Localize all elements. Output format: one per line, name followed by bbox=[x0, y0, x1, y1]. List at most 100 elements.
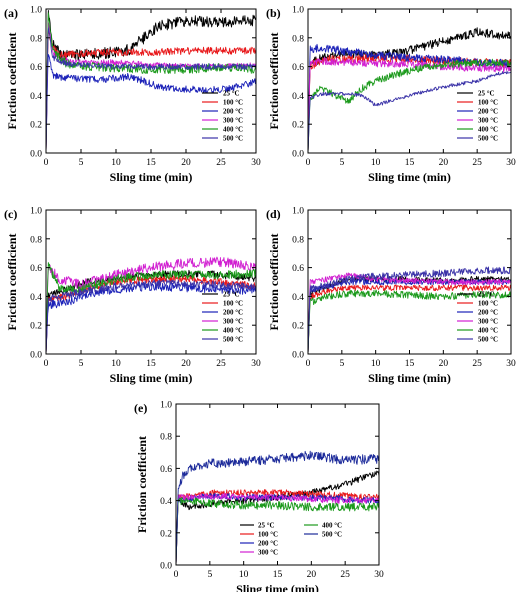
x-tick-label: 25 bbox=[340, 570, 350, 580]
legend-label: 300 °C bbox=[223, 117, 243, 125]
x-tick-label: 0 bbox=[306, 359, 311, 369]
x-tick-label: 30 bbox=[506, 359, 516, 369]
chart-panel-d: 0 5 10 15 20 25 30 0.0 0.2 0.4 0.6 0.8 1.0 Sling time… bbox=[266, 207, 516, 386]
series-line-400c bbox=[308, 289, 511, 354]
y-tick-label: 0.8 bbox=[292, 235, 304, 245]
series-line-300c bbox=[308, 272, 511, 354]
y-tick-label: 0.4 bbox=[30, 293, 42, 303]
y-axis-label: Friction coefficient bbox=[267, 234, 281, 331]
y-tick-label: 0.8 bbox=[30, 34, 42, 44]
legend-label: 300 °C bbox=[223, 318, 243, 326]
series-line-25c bbox=[46, 10, 256, 153]
y-tick-label: 0.0 bbox=[160, 562, 172, 572]
x-tick-label: 30 bbox=[506, 158, 516, 168]
series-line-300c bbox=[46, 256, 256, 354]
legend-label: 200 °C bbox=[223, 309, 243, 317]
series-line-200c bbox=[176, 492, 379, 565]
x-tick-label: 10 bbox=[111, 158, 121, 168]
x-tick-label: 25 bbox=[472, 158, 482, 168]
legend-label: 400 °C bbox=[478, 327, 498, 335]
series-line-500c bbox=[308, 266, 511, 354]
legend-label: 200 °C bbox=[478, 309, 498, 317]
series-line-300c bbox=[308, 56, 511, 153]
x-tick-label: 15 bbox=[146, 359, 156, 369]
y-tick-label: 0.2 bbox=[30, 322, 42, 332]
series-line-400c bbox=[176, 497, 379, 565]
y-tick-label: 0.4 bbox=[292, 92, 304, 102]
legend-label: 200 °C bbox=[478, 108, 498, 116]
y-tick-label: 0.4 bbox=[160, 497, 172, 507]
y-tick-label: 0.4 bbox=[30, 92, 42, 102]
x-tick-label: 15 bbox=[146, 158, 156, 168]
y-tick-label: 1.0 bbox=[30, 6, 42, 16]
legend-label: 300 °C bbox=[478, 117, 498, 125]
x-tick-label: 0 bbox=[44, 158, 49, 168]
legend-label: 400 °C bbox=[223, 126, 243, 134]
series-group bbox=[308, 266, 511, 354]
x-tick-label: 25 bbox=[472, 359, 482, 369]
x-tick-label: 15 bbox=[273, 570, 283, 580]
legend-label: 100 °C bbox=[478, 300, 498, 308]
y-tick-label: 0.6 bbox=[30, 264, 42, 274]
x-tick-label: 20 bbox=[439, 359, 449, 369]
x-tick-label: 10 bbox=[371, 158, 381, 168]
x-tick-label: 20 bbox=[181, 158, 191, 168]
y-tick-label: 1.0 bbox=[30, 207, 42, 217]
x-tick-label: 30 bbox=[374, 570, 384, 580]
x-tick-label: 0 bbox=[44, 359, 49, 369]
series-line-100c bbox=[176, 489, 379, 565]
y-axis-label: Friction coefficient bbox=[135, 436, 149, 533]
chart-panel-e: 0 5 10 15 20 25 30 0.0 0.2 0.4 0.6 0.8 1.0 Sling time… bbox=[134, 401, 384, 592]
y-axis-label: Friction coefficient bbox=[5, 33, 19, 130]
series-line-100c bbox=[308, 284, 511, 354]
legend-label: 300 °C bbox=[478, 318, 498, 326]
legend-label: 25 °C bbox=[223, 291, 240, 299]
legend-label: 25 °C bbox=[223, 90, 240, 98]
y-tick-label: 0.8 bbox=[30, 235, 42, 245]
legend-label: 100 °C bbox=[478, 99, 498, 107]
y-tick-label: 0.0 bbox=[30, 150, 42, 160]
y-tick-label: 0.8 bbox=[160, 433, 172, 443]
x-tick-label: 20 bbox=[307, 570, 317, 580]
panel-label: (d) bbox=[266, 207, 281, 221]
legend-label: 300 °C bbox=[258, 549, 278, 557]
series-group bbox=[308, 27, 511, 153]
legend-label: 100 °C bbox=[258, 531, 278, 539]
y-tick-label: 0.4 bbox=[292, 293, 304, 303]
x-tick-label: 15 bbox=[405, 158, 415, 168]
chart-panel-b: 0 5 10 15 20 25 30 0.0 0.2 0.4 0.6 0.8 1.0 Sling time… bbox=[266, 6, 516, 185]
x-tick-label: 25 bbox=[216, 158, 226, 168]
panel-label: (a) bbox=[4, 6, 18, 20]
y-tick-label: 0.6 bbox=[30, 63, 42, 73]
x-tick-label: 5 bbox=[339, 158, 344, 168]
x-tick-label: 5 bbox=[207, 570, 212, 580]
x-axis-label: Sling time (min) bbox=[110, 371, 193, 385]
y-tick-label: 0.6 bbox=[292, 63, 304, 73]
legend-label: 500 °C bbox=[478, 336, 498, 344]
series-line-400c bbox=[46, 262, 256, 354]
x-tick-label: 20 bbox=[439, 158, 449, 168]
chart-panel-c: 0 5 10 15 20 25 30 0.0 0.2 0.4 0.6 0.8 1.0 Sling time… bbox=[4, 207, 261, 386]
series-line-200c bbox=[46, 54, 256, 153]
x-axis-label: Sling time (min) bbox=[110, 170, 193, 184]
legend-label: 400 °C bbox=[223, 327, 243, 335]
x-tick-label: 0 bbox=[174, 570, 179, 580]
panel-label: (c) bbox=[4, 207, 17, 221]
legend-label: 500 °C bbox=[322, 531, 342, 539]
legend-label: 200 °C bbox=[223, 108, 243, 116]
y-tick-label: 1.0 bbox=[292, 6, 304, 16]
x-tick-label: 30 bbox=[251, 158, 261, 168]
y-tick-label: 0.0 bbox=[292, 351, 304, 361]
panel-label: (e) bbox=[134, 401, 147, 415]
x-axis-label: Sling time (min) bbox=[368, 371, 451, 385]
y-tick-label: 0.2 bbox=[160, 529, 172, 539]
legend-label: 100 °C bbox=[223, 300, 243, 308]
series-line-400c bbox=[308, 58, 511, 153]
series-line-100c bbox=[46, 32, 256, 153]
series-line-200c bbox=[46, 281, 256, 354]
series-line-200c bbox=[308, 43, 511, 153]
